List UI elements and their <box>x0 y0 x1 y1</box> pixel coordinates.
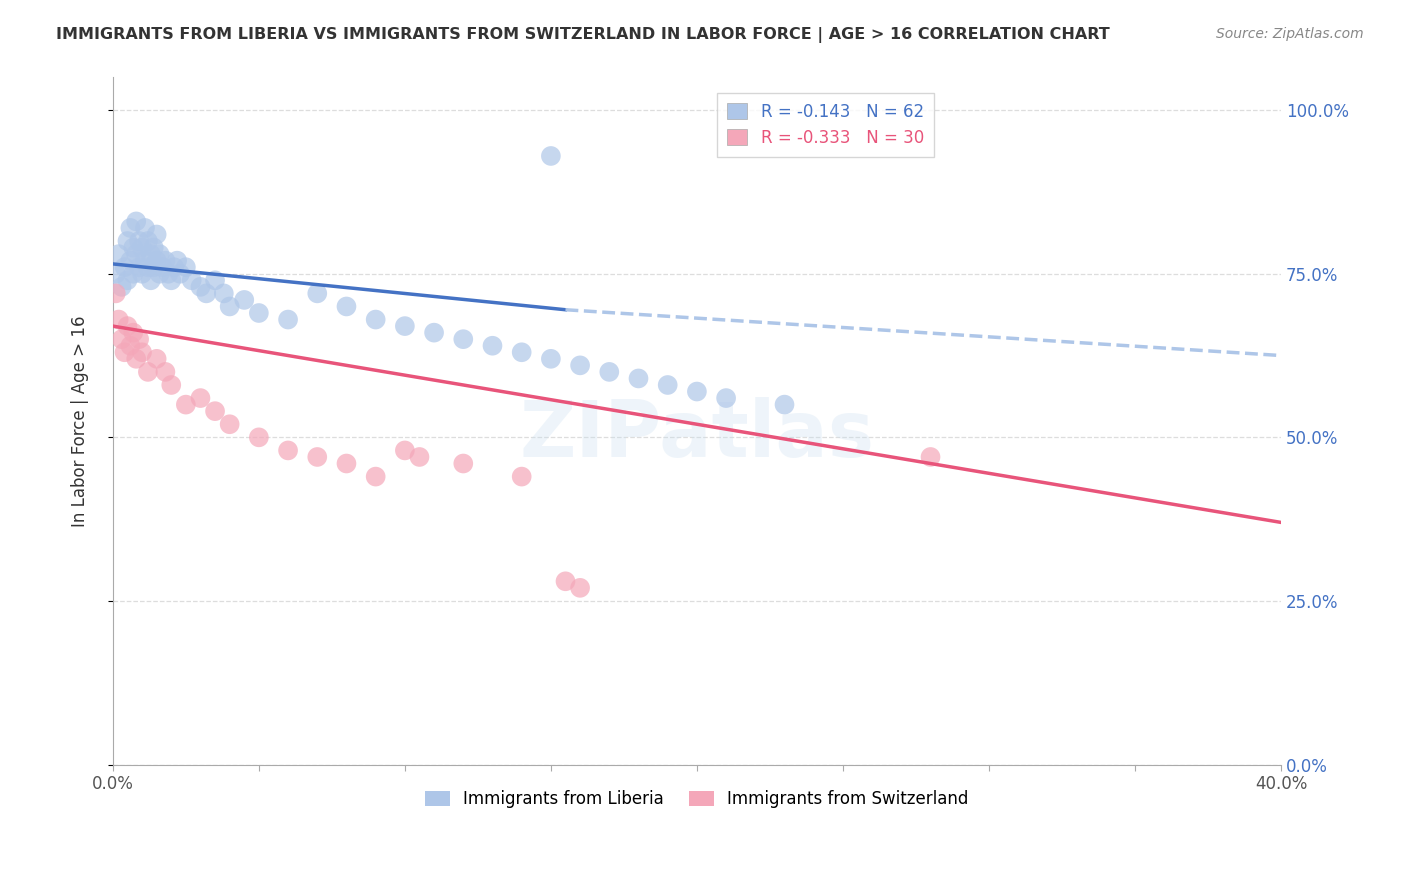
Point <box>247 430 270 444</box>
Point <box>627 371 650 385</box>
Point <box>125 214 148 228</box>
Point <box>218 417 240 432</box>
Point <box>307 450 329 464</box>
Point <box>110 332 132 346</box>
Text: IMMIGRANTS FROM LIBERIA VS IMMIGRANTS FROM SWITZERLAND IN LABOR FORCE | AGE > 16: IMMIGRANTS FROM LIBERIA VS IMMIGRANTS FR… <box>56 27 1109 43</box>
Point <box>122 241 145 255</box>
Point <box>145 227 167 242</box>
Point <box>453 457 475 471</box>
Point <box>152 260 174 275</box>
Point <box>204 404 226 418</box>
Point <box>148 247 170 261</box>
Point <box>155 365 177 379</box>
Point <box>160 273 183 287</box>
Point <box>212 286 235 301</box>
Point <box>134 253 156 268</box>
Point <box>394 319 416 334</box>
Point <box>136 365 159 379</box>
Point <box>110 280 132 294</box>
Point <box>128 332 150 346</box>
Point <box>180 273 202 287</box>
Point <box>145 351 167 366</box>
Text: ZIPatlas: ZIPatlas <box>519 397 875 473</box>
Point <box>131 241 153 255</box>
Point <box>657 378 679 392</box>
Point <box>190 280 212 294</box>
Point <box>125 351 148 366</box>
Point <box>423 326 446 340</box>
Point <box>120 221 142 235</box>
Point <box>166 253 188 268</box>
Point <box>335 457 357 471</box>
Text: Source: ZipAtlas.com: Source: ZipAtlas.com <box>1216 27 1364 41</box>
Point <box>364 469 387 483</box>
Point <box>134 221 156 235</box>
Point <box>598 365 620 379</box>
Point <box>335 300 357 314</box>
Point <box>125 247 148 261</box>
Point <box>510 469 533 483</box>
Point <box>145 253 167 268</box>
Point <box>148 267 170 281</box>
Y-axis label: In Labor Force | Age > 16: In Labor Force | Age > 16 <box>72 315 89 526</box>
Point <box>136 234 159 248</box>
Point <box>114 345 136 359</box>
Point <box>174 260 197 275</box>
Point <box>139 273 162 287</box>
Point <box>540 149 562 163</box>
Point <box>307 286 329 301</box>
Point <box>218 300 240 314</box>
Point <box>142 260 165 275</box>
Point <box>481 339 503 353</box>
Point <box>120 253 142 268</box>
Point <box>104 286 127 301</box>
Point <box>554 574 576 589</box>
Point <box>364 312 387 326</box>
Point <box>190 391 212 405</box>
Point <box>714 391 737 405</box>
Point <box>136 260 159 275</box>
Point <box>920 450 942 464</box>
Point <box>569 581 592 595</box>
Point <box>163 260 186 275</box>
Point <box>174 398 197 412</box>
Point <box>540 351 562 366</box>
Point <box>453 332 475 346</box>
Point <box>117 273 139 287</box>
Point <box>169 267 191 281</box>
Point <box>408 450 430 464</box>
Point <box>128 260 150 275</box>
Point <box>122 326 145 340</box>
Point <box>122 267 145 281</box>
Point <box>107 312 129 326</box>
Point <box>117 319 139 334</box>
Point <box>120 339 142 353</box>
Point <box>277 443 299 458</box>
Point <box>128 234 150 248</box>
Point <box>394 443 416 458</box>
Point <box>142 241 165 255</box>
Legend: Immigrants from Liberia, Immigrants from Switzerland: Immigrants from Liberia, Immigrants from… <box>419 783 976 814</box>
Point <box>104 267 127 281</box>
Point <box>686 384 709 399</box>
Point <box>195 286 218 301</box>
Point <box>233 293 256 307</box>
Point <box>117 234 139 248</box>
Point <box>204 273 226 287</box>
Point <box>157 267 180 281</box>
Point <box>155 253 177 268</box>
Point <box>107 247 129 261</box>
Point <box>569 359 592 373</box>
Point <box>277 312 299 326</box>
Point <box>131 345 153 359</box>
Point <box>114 260 136 275</box>
Point <box>773 398 796 412</box>
Point <box>510 345 533 359</box>
Point <box>139 247 162 261</box>
Point <box>160 378 183 392</box>
Point <box>131 267 153 281</box>
Point <box>247 306 270 320</box>
